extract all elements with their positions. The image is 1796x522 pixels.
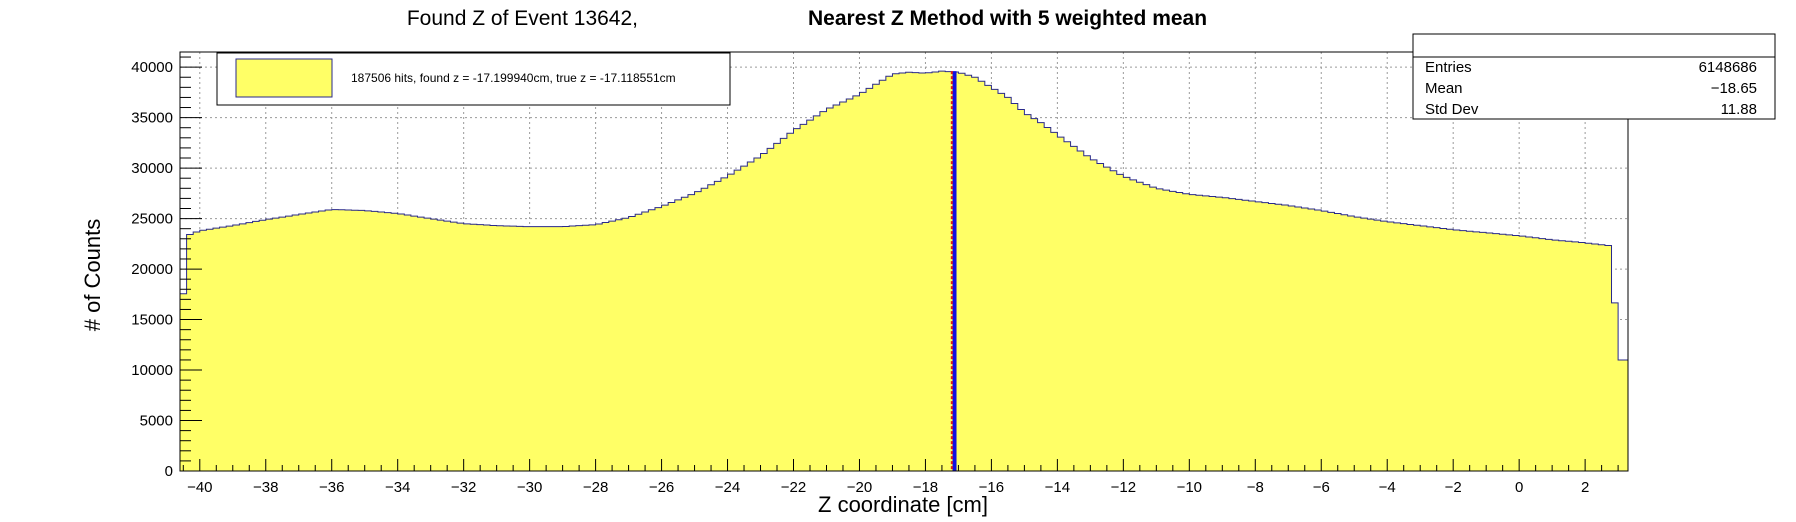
chart-title-bold: Nearest Z Method with 5 weighted mean <box>808 7 1207 30</box>
x-tick-label: −2 <box>1445 479 1462 496</box>
y-tick-labels: 0 5000 10000 15000 20000 25000 30000 35000 40000 <box>131 59 173 480</box>
stats-box: Entries 6148686 Mean −18.65 Std Dev 11.8… <box>1412 33 1776 120</box>
x-tick-label: −22 <box>781 479 806 496</box>
x-tick-label: −4 <box>1379 479 1396 496</box>
x-tick-label: −12 <box>1111 479 1136 496</box>
x-tick-label: −32 <box>451 479 476 496</box>
histogram-fill <box>180 71 1628 471</box>
y-tick-label: 0 <box>165 463 173 480</box>
x-tick-label: −20 <box>847 479 872 496</box>
plot-frame <box>179 51 1629 472</box>
legend: 187506 hits, found z = -17.199940cm, tru… <box>216 52 731 106</box>
x-tick-label: −10 <box>1177 479 1202 496</box>
histogram-series <box>180 70 1628 471</box>
x-tick-labels: −40 −38 −36 −34 −32 −30 −28 −26 −24 −22 −20 −18 −16−… <box>187 479 1589 496</box>
y-tick-label: 40000 <box>131 59 173 76</box>
stats-box-frame <box>1412 33 1776 120</box>
stats-entries-value: 6148686 <box>1699 59 1757 76</box>
stats-stddev-label: Std Dev <box>1425 101 1479 118</box>
stats-mean-value: −18.65 <box>1711 80 1757 97</box>
y-tick-label: 10000 <box>131 362 173 379</box>
x-axis-title: Z coordinate [cm] <box>818 492 988 517</box>
legend-entry: 187506 hits, found z = -17.199940cm, tru… <box>351 71 676 85</box>
x-tick-label: −24 <box>715 479 740 496</box>
x-tick-label: −18 <box>913 479 938 496</box>
x-tick-label: −28 <box>583 479 608 496</box>
y-axis-title: # of Counts <box>80 219 105 332</box>
x-tick-label: −8 <box>1247 479 1264 496</box>
legend-swatch <box>235 58 333 98</box>
y-tick-label: 30000 <box>131 160 173 177</box>
z-markers <box>950 71 957 471</box>
stats-stddev-value: 11.88 <box>1721 101 1757 118</box>
axis-ticks <box>180 56 1619 472</box>
x-tick-label: 0 <box>1515 479 1523 496</box>
x-tick-label: −16 <box>979 479 1004 496</box>
y-tick-label: 20000 <box>131 261 173 278</box>
x-tick-label: −6 <box>1313 479 1330 496</box>
x-tick-label: −34 <box>385 479 410 496</box>
x-tick-label: −38 <box>253 479 278 496</box>
x-tick-label: −40 <box>187 479 212 496</box>
y-tick-label: 35000 <box>131 110 173 127</box>
stats-mean-label: Mean <box>1425 80 1463 97</box>
x-tick-label: −30 <box>517 479 542 496</box>
histogram-outline <box>180 70 1628 361</box>
stats-entries-label: Entries <box>1425 59 1472 76</box>
y-tick-label: 15000 <box>131 312 173 329</box>
chart-title-main: Found Z of Event 13642, <box>407 7 638 30</box>
y-tick-label: 25000 <box>131 211 173 228</box>
x-tick-label: 2 <box>1581 479 1589 496</box>
x-tick-label: −14 <box>1045 479 1070 496</box>
y-tick-label: 5000 <box>140 413 173 430</box>
x-tick-label: −36 <box>319 479 344 496</box>
x-tick-label: −26 <box>649 479 674 496</box>
